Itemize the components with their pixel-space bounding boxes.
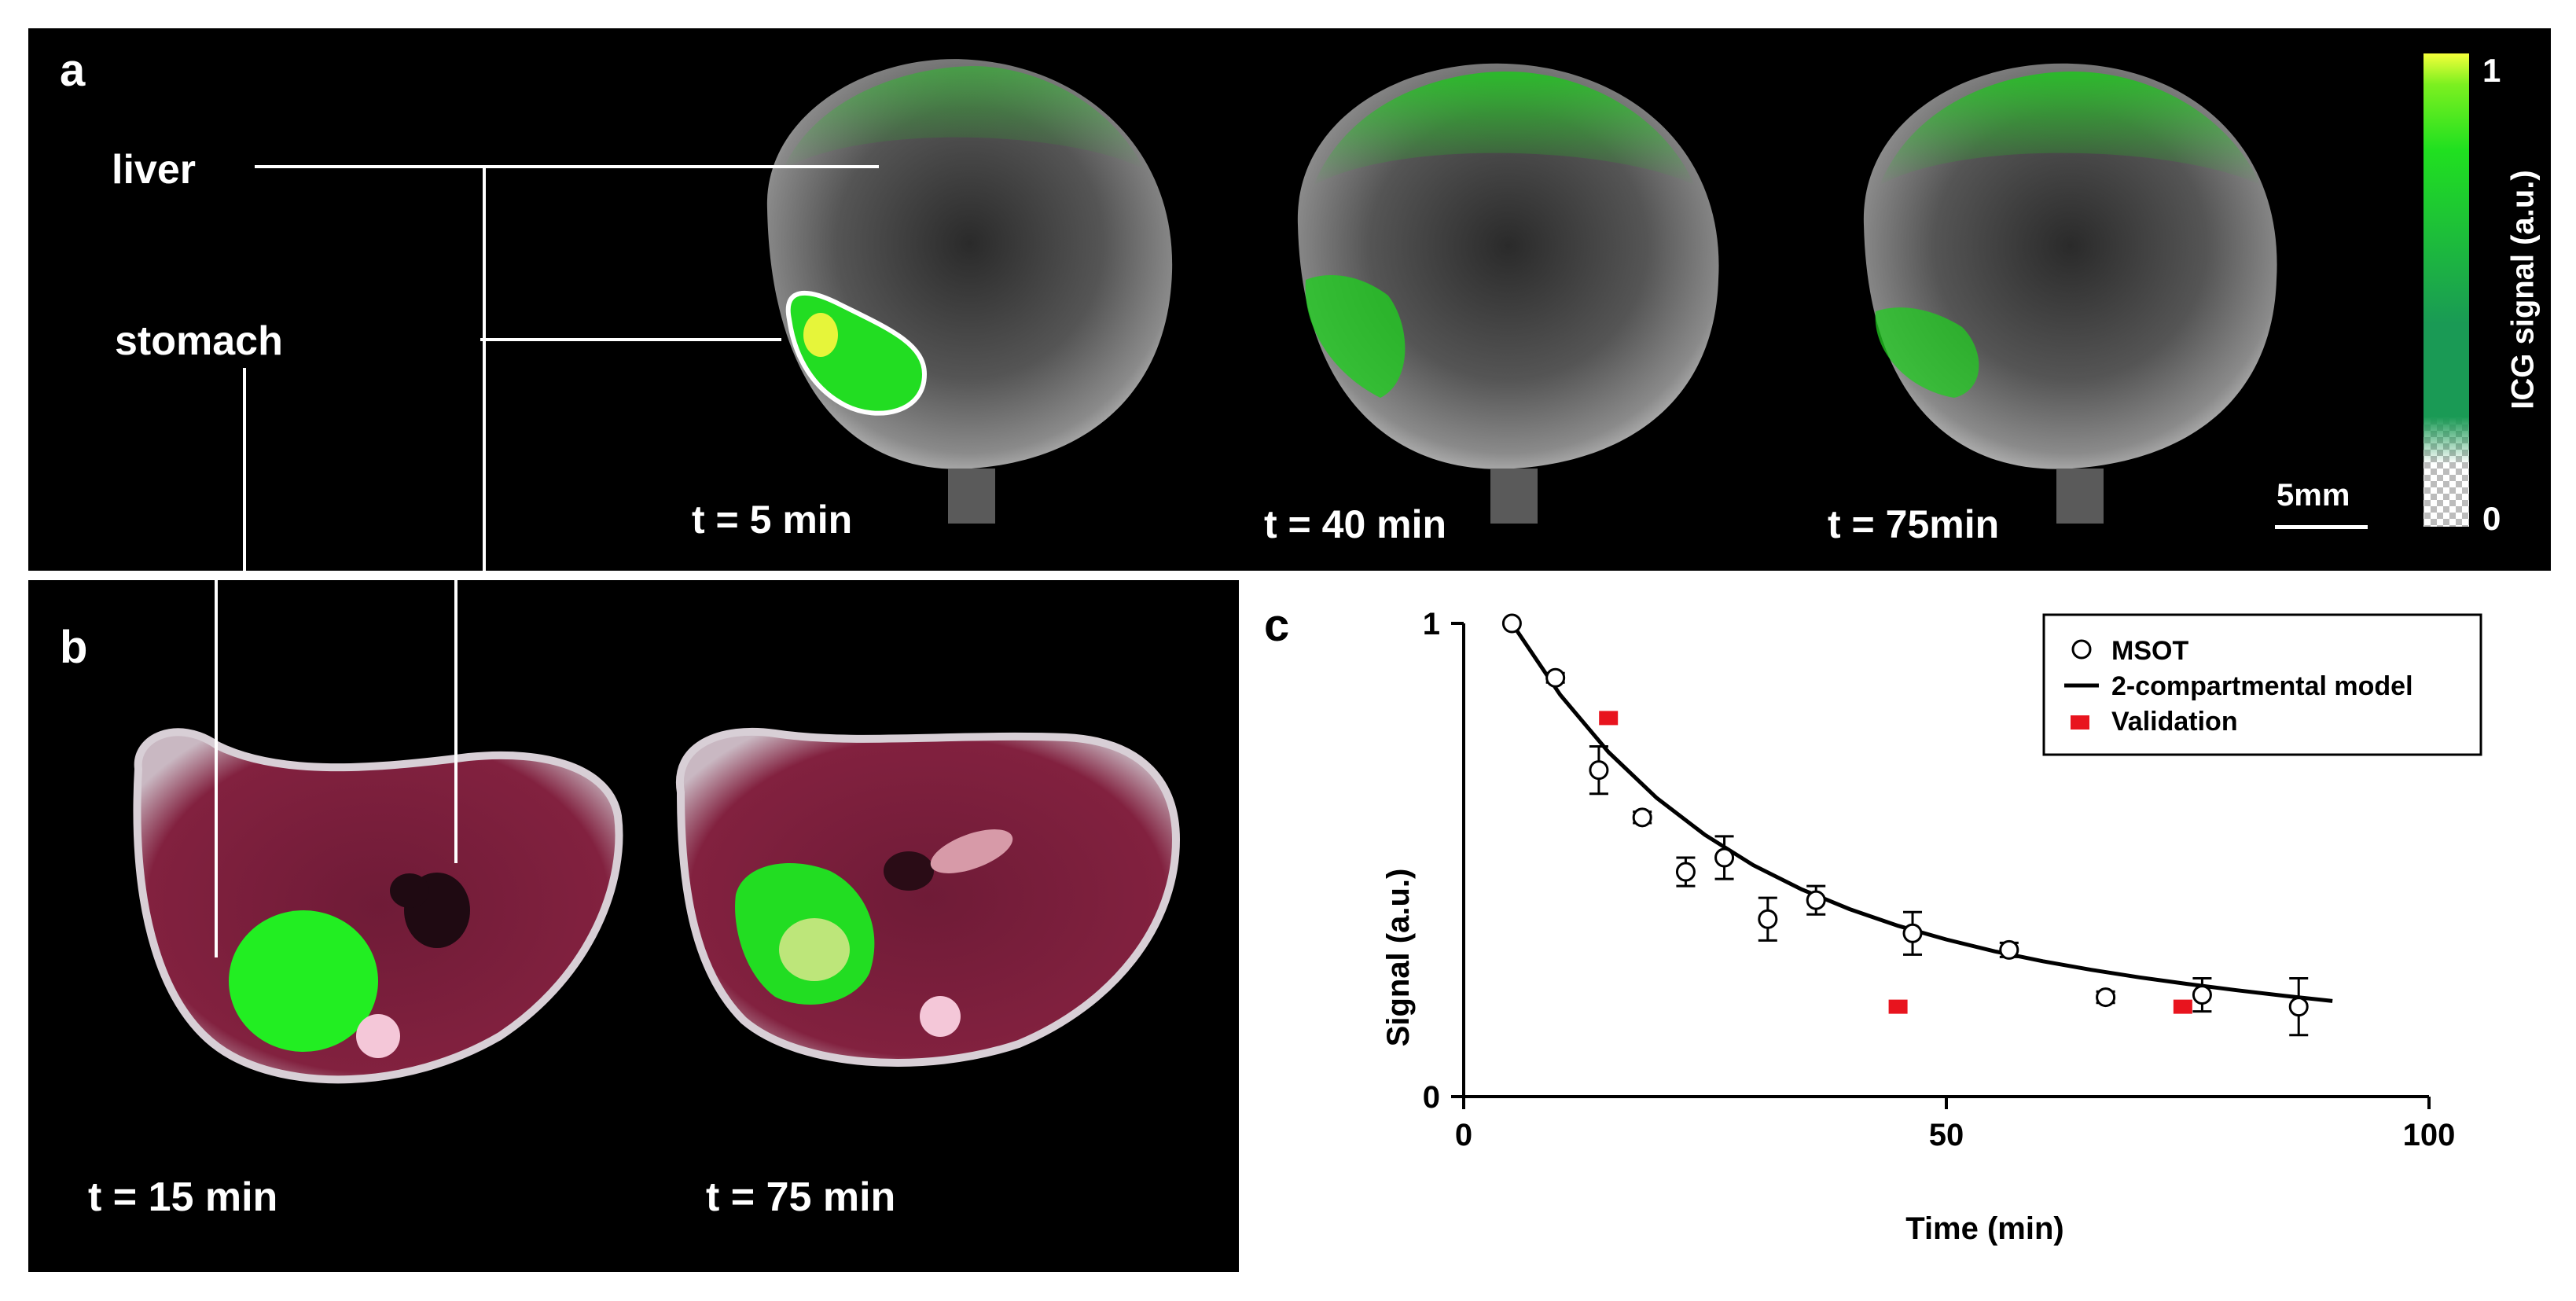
label-leaders-a: [243, 165, 879, 571]
x-axis-label: Time (min): [1905, 1211, 2064, 1246]
msot-frame-5min: [766, 59, 1173, 524]
time-label-75min-b: t = 75 min: [706, 1174, 896, 1220]
msot-point: [1675, 862, 1696, 882]
msot-frame-40min: [1297, 63, 1719, 524]
msot-point: [1758, 909, 1778, 929]
msot-point: [1806, 890, 1826, 910]
scale-bar-label: 5mm: [2277, 478, 2350, 513]
panel-b-images: [133, 580, 1181, 1084]
legend: MSOT 2-compartmental model Validation: [2042, 613, 2482, 756]
liver-label: liver: [112, 147, 196, 193]
colorbar-min-label: 0: [2482, 500, 2501, 537]
panel-c-letter: c: [1264, 600, 1290, 651]
legend-box: [2042, 613, 2482, 756]
validation-point: [1599, 711, 1619, 726]
msot-point: [1545, 667, 1566, 688]
x-tick-label: 0: [1455, 1118, 1472, 1152]
msot-point: [1714, 847, 1735, 868]
y-tick-label: 1: [1423, 607, 1440, 641]
msot-frame-75min: [1863, 63, 2277, 524]
decay-chart: 0 50 100 0 1 Time (min) Signal (a.u.) MSOT 2…: [1381, 607, 2482, 1246]
histology-section-15min: [133, 728, 623, 1084]
msot-point: [1501, 613, 1522, 634]
x-tick-label: 100: [2403, 1118, 2456, 1152]
y-axis-label: Signal (a.u.): [1381, 869, 1416, 1047]
panel-b-letter: b: [60, 622, 88, 673]
colorbar-max-label: 1: [2482, 52, 2501, 89]
time-label-5min: t = 5 min: [692, 498, 853, 542]
time-label-40min: t = 40 min: [1264, 502, 1447, 546]
msot-point: [1902, 923, 1923, 943]
scale-bar-line: [2275, 525, 2368, 529]
msot-point: [1632, 807, 1652, 828]
legend-msot-marker: [2071, 639, 2092, 660]
legend-validation-label: Validation: [2111, 707, 2238, 737]
msot-point: [1999, 939, 2019, 960]
stomach-label: stomach: [115, 318, 283, 364]
time-label-15min: t = 15 min: [88, 1174, 278, 1220]
time-label-75min: t = 75min: [1828, 502, 2000, 546]
x-tick-label: 50: [1929, 1118, 1964, 1152]
validation-point: [1888, 999, 1908, 1014]
msot-point: [2288, 997, 2309, 1017]
histology-section-75min: [675, 727, 1181, 1067]
msot-point: [2192, 985, 2212, 1005]
legend-msot-label: MSOT: [2111, 636, 2188, 666]
panel-a-images: [243, 53, 2469, 571]
legend-validation-marker: [2071, 715, 2089, 730]
icg-colorbar: [2423, 53, 2469, 527]
legend-model-label: 2-compartmental model: [2111, 671, 2413, 701]
msot-point: [1589, 760, 1609, 781]
colorbar-title: ICG signal (a.u.): [2505, 170, 2541, 410]
validation-point: [2173, 999, 2192, 1014]
panel-a-letter: a: [60, 45, 86, 96]
y-tick-label: 0: [1423, 1080, 1440, 1115]
label-leaders-b: [215, 580, 458, 957]
msot-point: [2096, 987, 2116, 1008]
